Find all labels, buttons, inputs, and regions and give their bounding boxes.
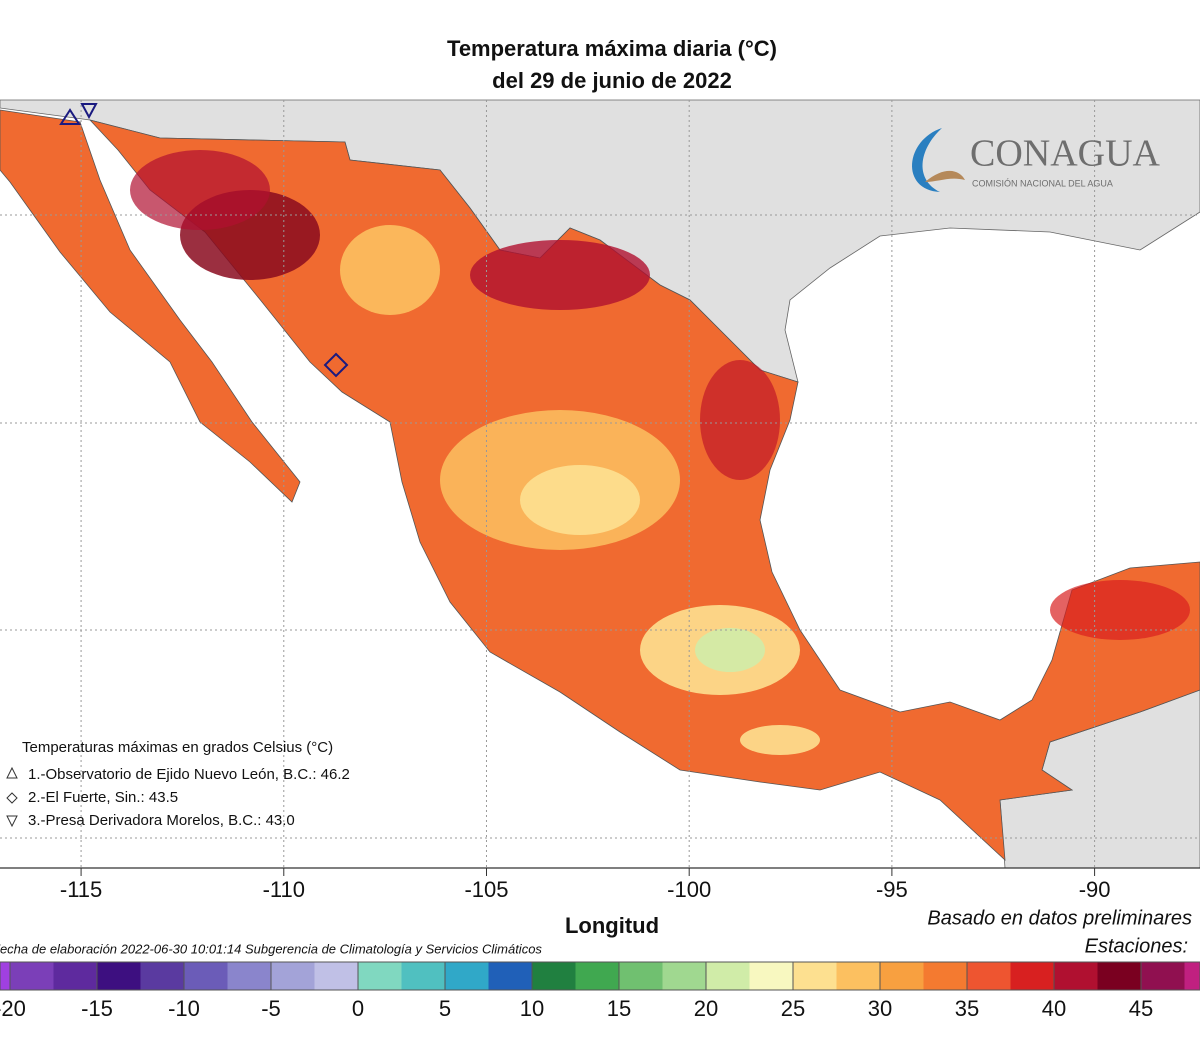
colorbar-cell	[575, 962, 620, 990]
colorbar-cell	[1184, 962, 1200, 990]
colorbar-cell	[488, 962, 533, 990]
colorbar-cell	[53, 962, 98, 990]
colorbar: -20 -15 -10 -5 0 5 10 15 20 25 30 35 40 45	[0, 961, 1200, 1021]
colorbar-cell	[836, 962, 881, 990]
x-tick-label: -90	[1079, 877, 1111, 902]
colorbar-cell	[97, 962, 141, 990]
colorbar-cell	[749, 962, 794, 990]
colorbar-cell	[880, 962, 924, 990]
colorbar-tick-label: 5	[439, 996, 451, 1021]
legend-symbol	[6, 815, 18, 828]
colorbar-cell	[1010, 962, 1055, 990]
legend-item: 1.-Observatorio de Ejido Nuevo León, B.C…	[28, 766, 350, 783]
colorbar-tick-label: 20	[694, 996, 718, 1021]
title-line: del 29 de junio de 2022	[492, 68, 732, 93]
hot-region	[130, 150, 270, 230]
colorbar-cell	[0, 962, 11, 990]
hot-region	[1050, 580, 1190, 640]
longitude-grid	[80, 100, 1096, 868]
logo-subtitle: COMISIÓN NACIONAL DEL AGUA	[972, 178, 1113, 188]
colorbar-cell	[314, 962, 359, 990]
legend-symbol	[6, 792, 18, 804]
legend-title: Temperaturas máximas en grados Celsius (…	[22, 739, 333, 756]
colorbar-cell	[184, 962, 228, 990]
mild-region	[520, 465, 640, 535]
map-area	[0, 99, 1200, 869]
colorbar-cell	[227, 962, 272, 990]
colorbar-cell	[1054, 962, 1098, 990]
x-tick-label: -100	[667, 877, 711, 902]
colorbar-cell	[662, 962, 707, 990]
colorbar-tick-label: 0	[352, 996, 364, 1021]
colorbar-tick-label: 30	[868, 996, 892, 1021]
mild-region	[340, 225, 440, 315]
colorbar-cell	[445, 962, 489, 990]
logo-name: CONAGUA	[970, 133, 1161, 175]
colorbar-cell	[271, 962, 315, 990]
logo: CONAGUA COMISIÓN NACIONAL DEL AGUA	[912, 128, 1161, 192]
colorbar-tick-label: 35	[955, 996, 979, 1021]
title-line: Temperatura máxima diaria (°C)	[447, 36, 777, 61]
station-marker	[323, 352, 349, 378]
colorbar-tick-label: 10	[520, 996, 544, 1021]
colorbar-cell	[923, 962, 968, 990]
colorbar-cell	[140, 962, 185, 990]
colorbar-frame	[0, 961, 1200, 991]
mild-region	[740, 725, 820, 755]
colorbar-tick-label: 25	[781, 996, 805, 1021]
colorbar-tick-label: 45	[1129, 996, 1153, 1021]
colorbar-cell	[793, 962, 837, 990]
colorbar-cell	[1141, 962, 1185, 990]
logo-swirl	[912, 128, 942, 192]
colorbar-cell	[401, 962, 446, 990]
colorbar-cell	[358, 962, 402, 990]
colorbar-tick-label: 40	[1042, 996, 1066, 1021]
x-tick-label: -105	[464, 877, 508, 902]
note: Estaciones:	[1085, 935, 1188, 957]
colorbar-cell	[706, 962, 750, 990]
colorbar-tick-label: -5	[261, 996, 281, 1021]
latitude-grid	[0, 214, 1200, 839]
x-tick-label: -110	[263, 877, 305, 902]
colorbar-tick-label: -10	[168, 996, 200, 1021]
logo-swirl	[925, 170, 965, 182]
colorbar-cell	[1097, 962, 1142, 990]
hot-region	[700, 360, 780, 480]
colorbar-cell	[619, 962, 663, 990]
legend-item: 2.-El Fuerte, Sin.: 43.5	[28, 789, 178, 806]
colorbar-tick-label: 15	[607, 996, 631, 1021]
x-axis-label: Longitud	[565, 913, 659, 938]
legend-item: 3.-Presa Derivadora Morelos, B.C.: 43.0	[28, 812, 295, 829]
colorbar-tick-label: -15	[81, 996, 113, 1021]
cool-region	[695, 628, 765, 672]
baja-peninsula	[0, 109, 301, 503]
colorbar-cell	[10, 962, 54, 990]
x-tick-label: -115	[60, 877, 102, 902]
x-tick-label: -95	[876, 877, 908, 902]
colorbar-tick-label: -20	[0, 996, 26, 1021]
legend-symbol	[6, 766, 18, 779]
hot-region	[470, 240, 650, 310]
credit: Fecha de elaboración 2022-06-30 10:01:14…	[0, 941, 542, 956]
colorbar-cell	[967, 962, 1011, 990]
colorbar-cell	[532, 962, 576, 990]
note: Basado en datos preliminares	[927, 907, 1192, 929]
legend: Temperaturas máximas en grados Celsius (…	[6, 739, 350, 829]
station-marker	[59, 108, 81, 125]
station-marker	[80, 103, 98, 120]
